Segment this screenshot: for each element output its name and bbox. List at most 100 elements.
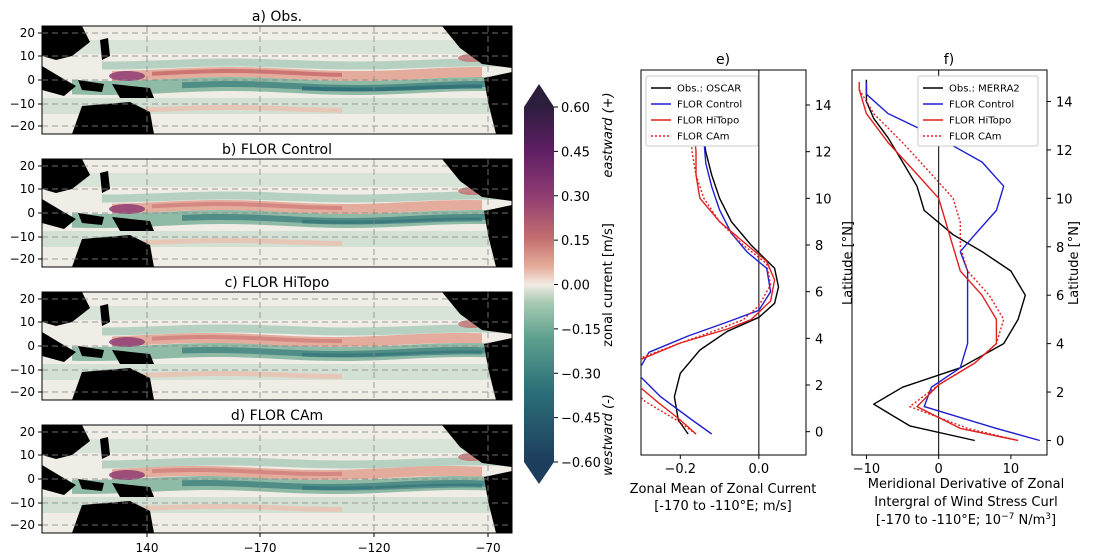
panel-f-xlabel-units: [-170 to -110°E; 10−7 N/m3] (876, 512, 1056, 528)
map-ytick-label: 0 (27, 339, 35, 353)
legend-label: FLOR CAm (677, 132, 730, 143)
ytick-label: 8 (815, 239, 823, 254)
panel-f-legend: Obs.: MERRA2 FLOR Control FLOR HiTopo FLOR … (917, 75, 1039, 147)
map-ytick-label: 10 (20, 182, 35, 196)
map-panel-b: b) FLOR Control 20 10 0 −10 −20 (10, 142, 513, 268)
xtick-label: −10 (853, 462, 880, 477)
map-panel-d: d) FLOR CAm 20 10 0 −10 −20 140 −170 −120 −70 (10, 408, 513, 555)
legend-label: FLOR Control (677, 100, 742, 111)
legend-label: FLOR CAm (949, 132, 1002, 143)
panel-e: e) −0.2 0.0 0 2 4 6 8 10 12 14 Obs.: OSCAR FLOR Co… (630, 52, 856, 514)
ytick-label: 12 (815, 146, 832, 161)
colorbar-bar (524, 107, 554, 462)
map-title-d: d) FLOR CAm (231, 408, 323, 424)
map-ytick-label: 0 (27, 73, 35, 87)
ytick-label: 4 (1056, 338, 1064, 353)
map-xtick-label: −120 (358, 541, 391, 555)
ytick-label: 14 (815, 99, 832, 114)
ytick-label: 2 (1056, 386, 1064, 401)
ytick-label: 6 (815, 286, 823, 301)
colorbar-tick-label: −0.45 (561, 412, 601, 427)
map-ytick-label: −10 (10, 230, 35, 244)
map-ytick-label: 20 (20, 425, 35, 439)
colorbar-tick-label: 0.00 (561, 279, 590, 294)
series-line-obs-oscar (673, 112, 780, 435)
map-ytick-label: −10 (10, 97, 35, 111)
series-line-obs-merra2 (865, 79, 1026, 442)
legend-label: FLOR Control (949, 100, 1014, 111)
ytick-label: 10 (815, 192, 832, 207)
ytick-label: 8 (1056, 241, 1064, 256)
panel-f-frame (851, 69, 1048, 456)
panel-e-xlabel-units: [-170 to -110°E; m/s] (654, 499, 792, 514)
ytick-label: 10 (1056, 192, 1073, 207)
map-panel-a: a) Obs. 20 10 0 −10 −20 (10, 9, 513, 135)
panel-e-xlabel: Zonal Mean of Zonal Current (630, 482, 817, 497)
ytick-label: 2 (815, 379, 823, 394)
map-ytick-label: 20 (20, 159, 35, 173)
ytick-label: 14 (1056, 95, 1073, 110)
colorbar-label-top: eastward (+) (601, 92, 616, 177)
panel-f-xlabel: Meridional Derivative of Zonal (868, 477, 1064, 492)
colorbar-tick-label: −0.60 (561, 456, 601, 471)
map-title-c: c) FLOR HiTopo (225, 275, 330, 291)
map-ytick-label: −10 (10, 496, 35, 510)
colorbar-tick-label: −0.30 (561, 367, 601, 382)
colorbar-tick-label: 0.15 (561, 234, 590, 249)
map-ytick-label: 10 (20, 315, 35, 329)
panel-f: f) −10 0 10 0 2 4 6 8 10 12 14 Obs.: MERRA2 FLOR Co… (851, 52, 1082, 528)
map-ytick-label: 0 (27, 472, 35, 486)
map-ytick-label: −20 (10, 119, 35, 133)
ytick-label: 0 (1056, 434, 1064, 449)
map-xtick-label: −70 (475, 541, 500, 555)
map-ytick-label: 0 (27, 206, 35, 220)
map-title-a: a) Obs. (252, 9, 302, 25)
ytick-label: 0 (815, 426, 823, 441)
map-title-b: b) FLOR Control (222, 142, 332, 158)
map-ytick-label: 10 (20, 49, 35, 63)
series-line-flor-cam (641, 114, 772, 435)
colorbar-tick-label: 0.60 (561, 101, 590, 116)
map-xtick-label: 140 (136, 541, 159, 555)
panel-f-title: f) (944, 52, 954, 68)
colorbar-label-bottom: westward (-) (601, 394, 616, 476)
map-ytick-label: 20 (20, 292, 35, 306)
colorbar-label: zonal current [m/s] (601, 223, 616, 347)
colorbar-top-arrow (524, 84, 554, 107)
panel-f-ylabel: Latitude [°N] (1067, 221, 1082, 305)
ytick-label: 6 (1056, 289, 1064, 304)
colorbar-bottom-arrow (524, 462, 554, 484)
map-ytick-label: 10 (20, 448, 35, 462)
panel-f-xlabel-2: Intergral of Wind Stress Curl (874, 495, 1057, 510)
series-line-flor-hitopo (641, 114, 776, 435)
map-ytick-label: −10 (10, 363, 35, 377)
ytick-label: 12 (1056, 144, 1073, 159)
colorbar: 0.60 0.45 0.30 0.15 0.00 −0.15 −0.30 −0.45 −0.60… (524, 84, 616, 484)
panel-e-title: e) (716, 52, 730, 68)
series-line-flor-hitopo (858, 82, 1019, 442)
map-ytick-label: −20 (10, 252, 35, 266)
colorbar-tick-label: −0.15 (561, 323, 601, 338)
map-ytick-label: −20 (10, 518, 35, 532)
colorbar-tick-label: 0.45 (561, 145, 590, 160)
xtick-label: −0.2 (664, 462, 696, 477)
legend-label: FLOR HiTopo (677, 116, 739, 127)
map-panels: a) Obs. 20 10 0 −10 −20 b) FLOR Control 20 10 0 −1… (10, 9, 513, 555)
map-ytick-label: −20 (10, 385, 35, 399)
panel-e-legend: Obs.: OSCAR FLOR Control FLOR HiTopo FLOR C… (645, 75, 759, 147)
panel-e-ylabel: Latitude [°N] (841, 221, 856, 305)
map-ytick-label: 20 (20, 26, 35, 40)
xtick-label: 0 (935, 462, 943, 477)
series-line-flor-cam (858, 82, 1019, 442)
ytick-label: 4 (815, 332, 823, 347)
panel-e-frame (640, 69, 807, 456)
series-line-flor-control (641, 114, 772, 435)
colorbar-tick-label: 0.30 (561, 190, 590, 205)
map-xtick-label: −170 (244, 541, 277, 555)
xtick-label: 0.0 (749, 462, 770, 477)
legend-label: Obs.: OSCAR (677, 84, 741, 95)
xtick-label: 10 (1003, 462, 1020, 477)
map-panel-c: c) FLOR HiTopo 20 10 0 −10 −20 (10, 275, 513, 401)
legend-label: FLOR HiTopo (949, 116, 1011, 127)
